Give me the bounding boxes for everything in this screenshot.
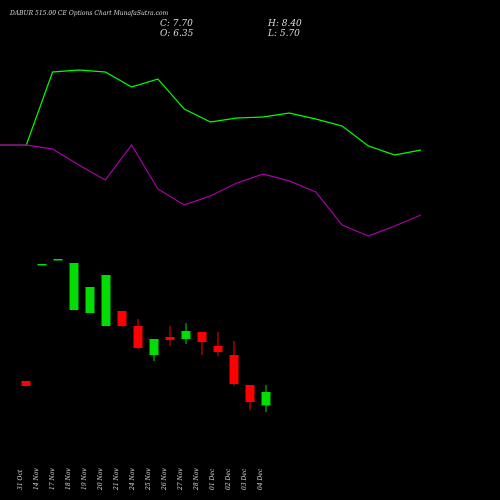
candle-body xyxy=(213,346,223,352)
x-tick-label: 19 Nov xyxy=(81,468,88,490)
candle-body xyxy=(85,287,95,313)
candle-body xyxy=(53,259,63,261)
candle-body xyxy=(117,311,127,326)
indicator-line xyxy=(0,143,422,237)
x-tick-label: 17 Nov xyxy=(49,468,56,490)
x-tick-label: 27 Nov xyxy=(177,468,184,491)
x-tick-label: 04 Dec xyxy=(257,468,264,490)
stat-close: C: 7.70 xyxy=(160,19,193,29)
stat-open: O: 6.35 xyxy=(160,29,194,39)
candle-body xyxy=(37,264,47,266)
x-tick-label: 18 Nov xyxy=(65,468,72,490)
x-tick-label: 20 Nov xyxy=(97,468,104,491)
x-tick-label: 31 Oct xyxy=(17,469,24,490)
candle-body xyxy=(149,339,159,355)
candle-body xyxy=(229,355,239,384)
candle-body xyxy=(165,337,175,340)
x-tick-label: 28 Nov xyxy=(193,468,200,491)
x-tick-label: 14 Nov xyxy=(33,468,40,490)
x-tick-label: 21 Nov xyxy=(113,468,120,491)
stat-low: L: 5.70 xyxy=(267,29,300,39)
x-tick-label: 26 Nov xyxy=(161,468,168,491)
indicator-line xyxy=(0,69,422,156)
x-tick-label: 25 Nov xyxy=(145,468,152,491)
candle-body xyxy=(197,332,207,342)
x-tick-label: 02 Dec xyxy=(225,468,232,490)
x-tick-label: 24 Nov xyxy=(129,468,136,491)
x-tick-label: 01 Dec xyxy=(209,468,216,490)
candle-body xyxy=(245,385,255,402)
stat-high: H: 8.40 xyxy=(267,19,302,29)
candle-body xyxy=(69,263,79,310)
chart-title: DABUR 515.00 CE Options Chart MunafaSutr… xyxy=(9,10,169,17)
candle-body xyxy=(101,275,111,326)
x-tick-label: 03 Dec xyxy=(241,468,248,490)
candle-body xyxy=(261,392,271,406)
candle-body xyxy=(133,326,143,348)
candle-body xyxy=(21,381,31,386)
candle-body xyxy=(181,331,191,339)
